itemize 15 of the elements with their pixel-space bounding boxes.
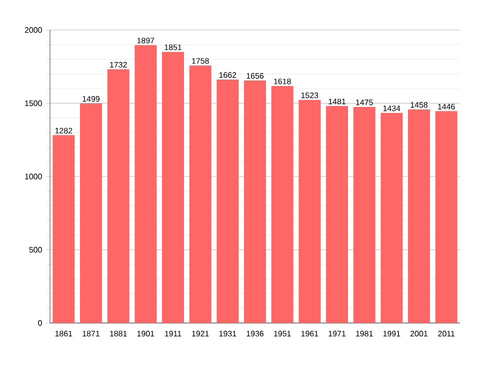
bar — [107, 69, 130, 323]
bar — [298, 100, 321, 323]
bar — [189, 65, 212, 323]
bar — [380, 112, 403, 323]
bar — [435, 111, 458, 323]
bar — [353, 106, 376, 323]
bar — [244, 80, 266, 323]
bar — [216, 80, 239, 323]
bar — [271, 86, 294, 323]
bar — [326, 106, 348, 323]
bar — [80, 103, 102, 323]
bar — [134, 45, 157, 323]
bar — [52, 135, 75, 323]
bar — [408, 109, 430, 323]
bar — [162, 52, 184, 323]
